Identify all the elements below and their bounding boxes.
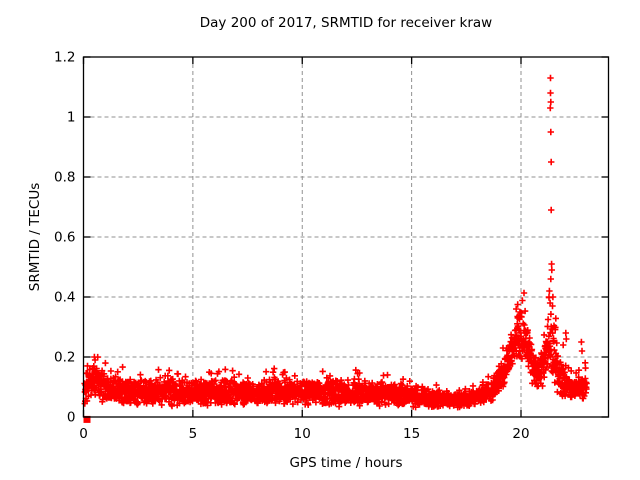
x-tick-label: 0: [79, 426, 88, 442]
y-tick-label: 0.8: [54, 170, 75, 186]
y-tick-label: 1.2: [54, 50, 75, 66]
y-tick-label: 1: [67, 110, 76, 126]
axis-ticks: [82, 56, 609, 418]
origin-square-marker: [83, 415, 91, 423]
chart-title: Day 200 of 2017, SRMTID for receiver kra…: [200, 15, 492, 31]
x-tick-labels: 0 5 10 15 20: [79, 426, 529, 442]
y-tick-labels: 0 0.2 0.4 0.6 0.8 1 1.2: [54, 50, 75, 426]
data-points: [81, 74, 590, 423]
x-tick-label: 5: [189, 426, 198, 442]
x-axis-label: GPS time / hours: [289, 455, 402, 471]
x-tick-label: 10: [294, 426, 311, 442]
scatter-plus-markers: [81, 74, 590, 411]
x-tick-label: 15: [403, 426, 420, 442]
y-tick-label: 0: [67, 410, 76, 426]
y-axis-label: SRMTID / TECUs: [27, 183, 43, 291]
y-tick-label: 0.4: [54, 290, 75, 306]
y-tick-label: 0.2: [54, 350, 75, 366]
x-tick-label: 20: [512, 426, 529, 442]
y-tick-label: 0.6: [54, 230, 75, 246]
grid-lines: [83, 57, 609, 417]
